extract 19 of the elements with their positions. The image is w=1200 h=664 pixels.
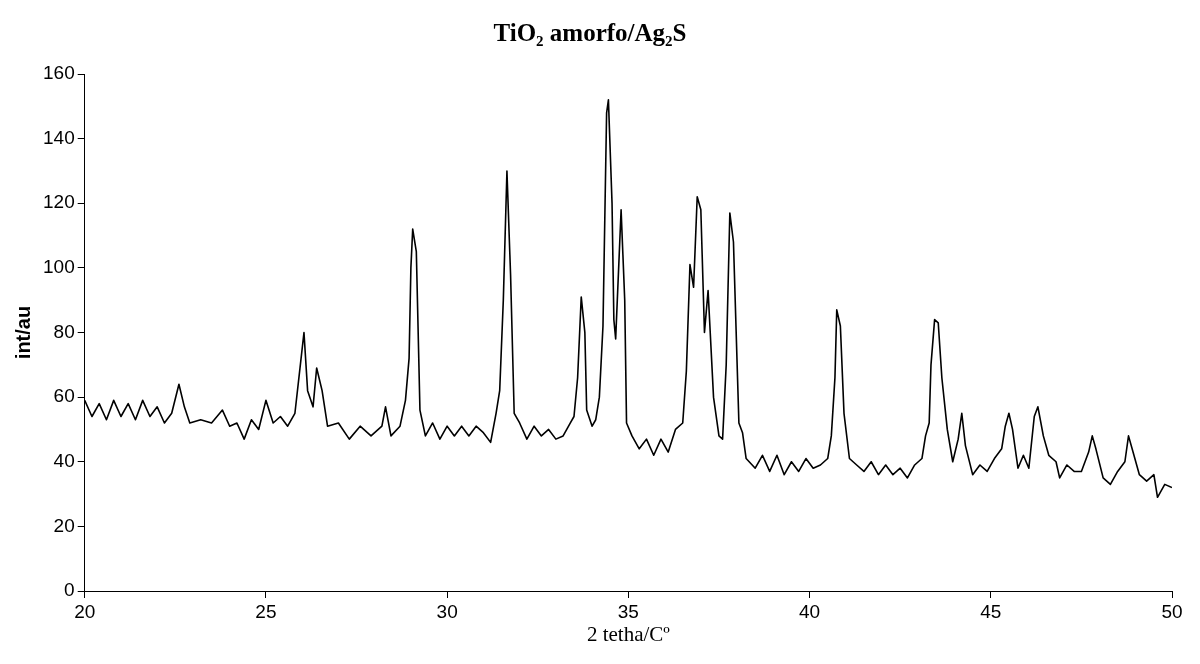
y-tick-label: 20 — [53, 514, 75, 536]
x-tick-label: 25 — [255, 600, 277, 622]
x-tick-label: 50 — [1161, 600, 1183, 622]
x-tick-label: 40 — [799, 600, 821, 622]
x-tick-label: 45 — [980, 600, 1002, 622]
x-tick-label: 20 — [74, 600, 96, 622]
y-tick-label: 120 — [43, 191, 75, 213]
y-tick-label: 140 — [43, 126, 75, 148]
y-tick-label: 0 — [64, 579, 75, 601]
y-tick-label: 40 — [53, 449, 75, 471]
y-axis-title: int/au — [11, 305, 34, 360]
y-tick-label: 160 — [43, 62, 75, 84]
y-tick-label: 60 — [53, 385, 75, 407]
x-tick-label: 30 — [436, 600, 458, 622]
x-axis-title: 2 tetha/Cº — [586, 621, 671, 646]
y-tick-label: 80 — [53, 320, 75, 342]
chart-title: TiO₂ amorfo/Ag₂S — [493, 19, 687, 47]
x-tick-label: 35 — [617, 600, 639, 622]
y-tick-label: 100 — [43, 256, 75, 278]
